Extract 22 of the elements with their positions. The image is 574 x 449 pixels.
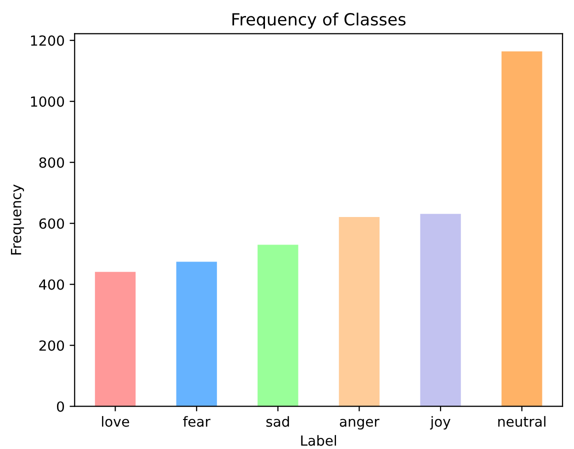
x-tick-label: neutral (498, 416, 546, 427)
bar (258, 244, 298, 406)
y-tick-label: 200 (39, 340, 64, 351)
y-axis-title: Frequency (10, 184, 24, 255)
x-tick-label: joy (430, 416, 450, 430)
y-tick-label: 600 (39, 218, 64, 229)
bar (338, 216, 380, 406)
bar (94, 272, 136, 406)
y-tick-label: 1000 (31, 96, 64, 107)
x-tick-label: anger (340, 418, 380, 430)
bar (420, 214, 461, 406)
y-tick-label: 0 (56, 401, 64, 412)
y-tick-label: 1200 (31, 35, 64, 46)
x-tick-label: sad (266, 416, 289, 427)
bar (176, 262, 217, 406)
chart-title: Frequency of Classes (232, 12, 406, 29)
bar (502, 51, 542, 406)
x-axis-title: Label (301, 435, 336, 446)
y-tick-label: 800 (39, 157, 64, 168)
y-tick-label: 400 (39, 279, 64, 290)
x-tick-label: love (102, 416, 130, 427)
x-tick-label: fear (183, 416, 210, 427)
